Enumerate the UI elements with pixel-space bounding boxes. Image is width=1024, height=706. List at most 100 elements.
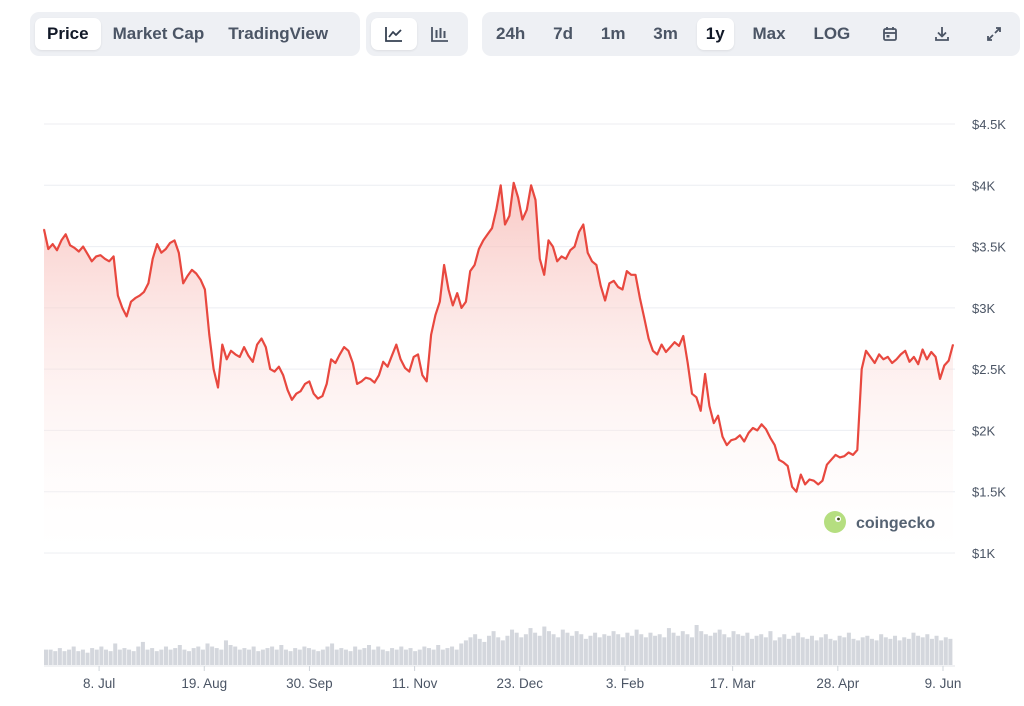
price-point — [178, 252, 180, 254]
volume-bar — [491, 631, 496, 665]
volume-bar — [514, 632, 519, 665]
tab-market-cap[interactable]: Market Cap — [112, 24, 205, 43]
price-point — [139, 295, 141, 297]
y-tick-label: $3.5K — [972, 240, 1006, 255]
price-point — [243, 346, 245, 348]
volume-bar — [408, 648, 413, 665]
log-scale-toggle[interactable]: LOG — [813, 24, 851, 43]
price-point — [821, 480, 824, 482]
volume-bar — [297, 649, 302, 665]
price-point — [761, 423, 763, 425]
volume-bar — [759, 634, 764, 665]
price-point — [874, 362, 876, 364]
volume-bar — [94, 649, 99, 665]
volume-bar — [187, 651, 192, 665]
calendar-icon[interactable] — [869, 18, 911, 50]
x-tick-label: 9. Jun — [925, 676, 962, 691]
volume-bar — [556, 637, 561, 665]
price-point — [582, 223, 584, 226]
volume-bar — [713, 632, 718, 665]
volume-bar — [376, 646, 381, 665]
volume-bar — [113, 643, 118, 665]
volume-bar — [588, 635, 593, 665]
download-icon[interactable] — [921, 18, 963, 50]
volume-bar — [630, 635, 635, 665]
volume-bar — [689, 637, 695, 665]
tab-price[interactable]: Price — [35, 18, 101, 50]
price-point — [926, 358, 928, 360]
price-point — [930, 351, 932, 353]
line-chart-icon[interactable] — [371, 18, 417, 50]
price-point — [660, 344, 663, 346]
price-point — [260, 337, 263, 340]
price-point — [569, 249, 571, 251]
price-point — [521, 219, 524, 221]
price-point — [600, 285, 602, 287]
price-point — [887, 356, 889, 358]
price-point — [360, 380, 363, 382]
range-max[interactable]: Max — [752, 24, 786, 43]
candlestick-chart-icon[interactable] — [417, 18, 463, 50]
volume-bar — [791, 635, 796, 665]
volume-bar — [422, 646, 427, 665]
volume-bar — [380, 649, 385, 665]
price-point — [913, 356, 915, 358]
price-point — [400, 358, 402, 360]
price-point — [408, 370, 410, 373]
volume-bar — [283, 649, 288, 665]
range-1m[interactable]: 1m — [600, 24, 626, 43]
price-point — [286, 389, 289, 391]
price-area — [44, 182, 953, 554]
price-point — [160, 252, 163, 254]
volume-bar — [676, 635, 681, 665]
price-point — [943, 364, 945, 367]
price-point — [78, 250, 80, 253]
volume-bar — [265, 648, 270, 665]
price-point — [195, 272, 197, 275]
volume-bar — [833, 640, 838, 665]
price-point — [513, 182, 515, 184]
price-point — [234, 353, 236, 356]
price-point — [256, 344, 258, 346]
price-point — [565, 258, 567, 260]
price-point — [330, 358, 332, 360]
volume-bar — [916, 635, 921, 665]
price-point — [595, 264, 597, 266]
price-point — [556, 260, 558, 262]
range-3m[interactable]: 3m — [653, 24, 678, 43]
price-point — [826, 464, 828, 466]
price-point — [630, 274, 632, 276]
price-point — [104, 258, 106, 260]
volume-bar — [768, 631, 773, 665]
price-point — [891, 362, 893, 364]
volume-bar — [593, 632, 598, 665]
volume-bar — [616, 634, 621, 665]
range-24h[interactable]: 24h — [496, 24, 526, 43]
fullscreen-icon[interactable] — [973, 18, 1015, 50]
volume-bar — [662, 637, 667, 665]
price-point — [326, 383, 328, 385]
price-point — [269, 368, 271, 370]
price-point — [578, 231, 580, 233]
price-point — [247, 355, 250, 357]
volume-bar — [348, 651, 353, 665]
price-point — [813, 480, 815, 482]
price-point — [143, 291, 145, 293]
price-point — [608, 282, 611, 284]
x-tick-label: 3. Feb — [606, 676, 644, 691]
range-7d[interactable]: 7d — [553, 24, 573, 43]
volume-bar — [168, 649, 173, 665]
tab-tradingview[interactable]: TradingView — [228, 24, 329, 43]
price-point — [265, 346, 267, 348]
price-point — [865, 350, 867, 352]
price-point — [621, 288, 624, 291]
price-point — [208, 334, 210, 336]
price-point — [843, 455, 845, 457]
x-axis-labels: 8. Jul 19. Aug 30. Sep 11. Nov 23. Dec 3. Feb… — [83, 666, 961, 691]
range-1y[interactable]: 1y — [696, 18, 734, 50]
price-point — [882, 358, 885, 360]
volume-bar — [643, 637, 648, 665]
price-point — [430, 334, 432, 336]
volume-bar — [653, 635, 658, 665]
volume-bar — [482, 641, 487, 665]
